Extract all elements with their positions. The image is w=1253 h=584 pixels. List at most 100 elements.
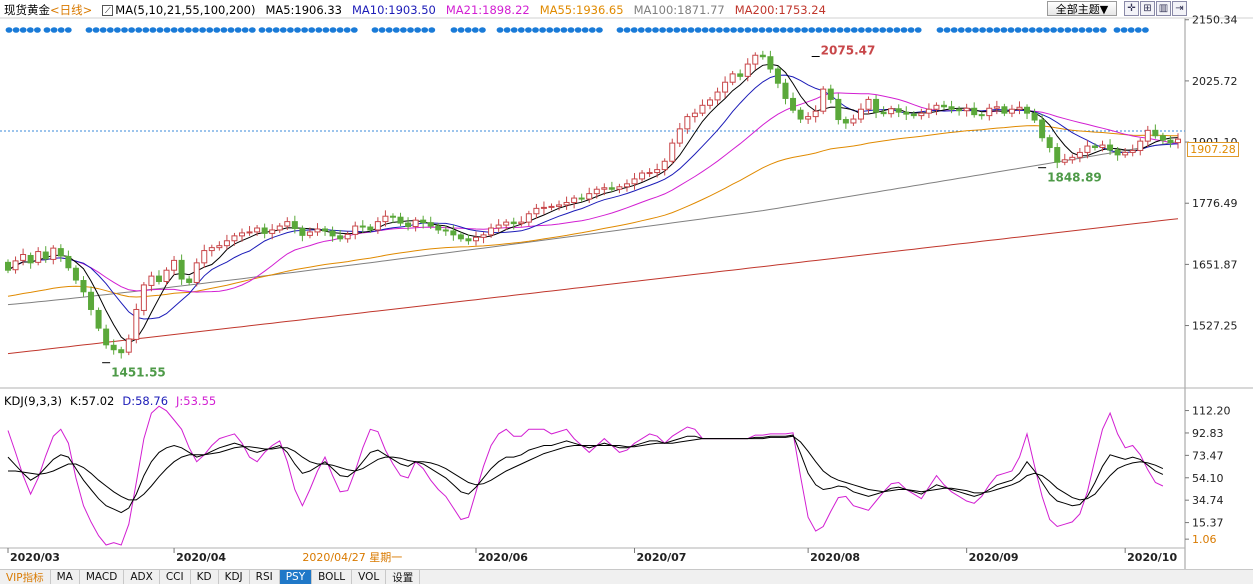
- candle-body: [986, 107, 993, 117]
- candle-body: [80, 280, 87, 293]
- ma-label: MA(5,10,21,55,100,200): [115, 3, 256, 17]
- candle: [941, 100, 947, 110]
- event-dot: [716, 27, 723, 33]
- candle: [865, 96, 872, 115]
- candle: [608, 181, 615, 193]
- candle-body: [382, 215, 389, 223]
- tab-boll[interactable]: BOLL: [312, 570, 353, 584]
- candle: [1099, 140, 1106, 152]
- candle-body: [971, 107, 978, 116]
- ma55-line: [7, 125, 1179, 298]
- candle-body: [586, 193, 593, 200]
- candle: [797, 107, 804, 123]
- candle-body: [72, 267, 79, 281]
- event-dot: [106, 27, 114, 33]
- tab-macd[interactable]: MACD: [80, 570, 125, 584]
- event-dot: [680, 27, 688, 33]
- event-dot: [843, 27, 851, 33]
- candle-body: [1001, 106, 1008, 114]
- event-dot: [965, 27, 972, 33]
- crosshair-icon[interactable]: ✛: [1124, 1, 1139, 16]
- tab-ma[interactable]: MA: [51, 570, 80, 584]
- event-dot: [206, 27, 214, 33]
- candle: [1129, 144, 1136, 157]
- tab-psy[interactable]: PSY: [279, 570, 313, 584]
- candle: [510, 217, 517, 230]
- candle: [918, 108, 925, 120]
- candle-body: [488, 227, 495, 236]
- candle-body: [684, 116, 691, 130]
- tab-cci[interactable]: CCI: [160, 570, 191, 584]
- candle-body: [110, 344, 117, 351]
- event-dot: [886, 27, 894, 33]
- event-dot: [708, 27, 716, 33]
- candle-body: [50, 247, 57, 260]
- tab--[interactable]: 设置: [386, 570, 421, 584]
- period-label[interactable]: <日线>: [50, 3, 93, 17]
- ma-indicator-icon[interactable]: ⟋: [102, 4, 114, 16]
- candle: [110, 339, 117, 355]
- event-dot: [730, 27, 737, 33]
- candle: [1167, 135, 1174, 148]
- event-dot: [517, 27, 525, 33]
- candle-body: [276, 225, 283, 231]
- candle: [518, 216, 525, 227]
- event-dot: [43, 27, 51, 33]
- candle: [752, 52, 759, 70]
- candle-body: [1008, 108, 1015, 114]
- theme-dropdown-button[interactable]: 全部主题▼: [1047, 1, 1117, 16]
- candle: [986, 103, 993, 121]
- candle: [239, 228, 245, 242]
- tab-kdj[interactable]: KDJ: [219, 570, 250, 584]
- candle-body: [623, 183, 630, 188]
- zoom-in-icon[interactable]: ⊞: [1140, 1, 1155, 16]
- tab-kd[interactable]: KD: [191, 570, 219, 584]
- event-dot: [1050, 27, 1057, 33]
- event-dot: [758, 27, 766, 33]
- candle-body: [465, 238, 472, 242]
- candle-body: [1107, 144, 1114, 151]
- event-dot: [385, 27, 393, 33]
- candle-body: [1076, 151, 1083, 158]
- tab-vip-[interactable]: VIP指标: [0, 570, 51, 584]
- y-tick-label: 1776.49: [1192, 197, 1238, 210]
- main-chart-header: 现货黄金 <日线> ⟋ MA(5,10,21,55,100,200) MA5:1…: [4, 2, 836, 18]
- event-dot: [772, 27, 780, 33]
- candle-body: [352, 225, 359, 235]
- candle-body: [699, 104, 706, 114]
- candle-body: [95, 309, 102, 329]
- candle-body: [12, 260, 19, 271]
- event-dot: [1120, 27, 1128, 33]
- tab-vol[interactable]: VOL: [352, 570, 387, 584]
- candle-body: [880, 111, 887, 115]
- candle: [80, 276, 87, 297]
- event-dot: [510, 27, 518, 33]
- candle: [699, 99, 706, 117]
- candle: [306, 227, 313, 239]
- candle: [118, 346, 125, 359]
- candle-body: [556, 204, 563, 207]
- candle: [148, 271, 155, 292]
- chart-layout-icon[interactable]: ▥: [1156, 1, 1171, 16]
- candle-body: [118, 349, 125, 354]
- event-dot: [1113, 27, 1121, 33]
- event-dot: [163, 27, 171, 33]
- candle: [57, 244, 64, 262]
- tab-rsi[interactable]: RSI: [250, 570, 280, 584]
- tab-adx[interactable]: ADX: [124, 570, 160, 584]
- event-dot: [258, 27, 266, 33]
- high-price-label: 2075.47: [821, 43, 876, 57]
- kdj-j-line: [7, 405, 1164, 546]
- candle-body: [1054, 147, 1061, 163]
- candle: [925, 103, 932, 119]
- candle: [435, 223, 442, 234]
- candle: [586, 187, 593, 203]
- candle-body: [231, 235, 238, 242]
- event-dot: [574, 27, 582, 33]
- candle-body: [1167, 139, 1174, 144]
- candle-body: [1122, 151, 1129, 156]
- event-dot: [121, 27, 128, 33]
- event-dot: [581, 27, 589, 33]
- scroll-end-icon[interactable]: ⇥: [1172, 1, 1187, 16]
